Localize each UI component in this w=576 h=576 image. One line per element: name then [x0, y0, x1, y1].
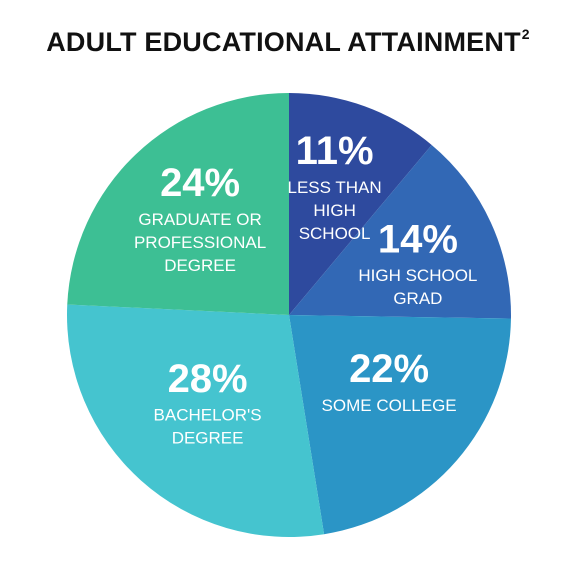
pie-slice-2	[289, 315, 511, 535]
slice-category-label: HIGH	[313, 201, 356, 220]
slice-category-label: PROFESSIONAL	[134, 233, 266, 252]
slice-category-label: DEGREE	[164, 256, 236, 275]
chart-title: ADULT EDUCATIONAL ATTAINMENT2	[0, 26, 576, 58]
chart-title-superscript: 2	[521, 26, 530, 42]
pie-labels: 11% LESS THAN HIGH SCHOOL 14% HIGH SCHOOL GRAD…	[134, 129, 477, 447]
slice-value-label: 22%	[349, 347, 429, 391]
pie-slice-4	[67, 93, 289, 315]
pie-slice-0	[289, 93, 432, 315]
slice-value-label: 11%	[296, 129, 374, 173]
slice-category-label: SOME COLLEGE	[322, 396, 457, 415]
pie-slice-1	[289, 144, 511, 319]
pie-slice-3	[66, 304, 325, 537]
slice-value-label: 24%	[160, 161, 240, 205]
slice-category-label: HIGH SCHOOL	[358, 266, 477, 285]
slice-value-label: 28%	[168, 357, 248, 401]
slice-category-label: LESS THAN	[288, 178, 382, 197]
slice-category-label: SCHOOL	[299, 224, 371, 243]
slice-category-label: GRAD	[393, 289, 442, 308]
slice-category-label: BACHELOR'S	[154, 406, 262, 425]
slice-value-label: 14%	[378, 218, 458, 262]
pie-slices	[66, 93, 511, 537]
slice-category-label: DEGREE	[172, 429, 244, 448]
chart-title-text: ADULT EDUCATIONAL ATTAINMENT	[46, 27, 521, 57]
slice-category-label: GRADUATE OR	[138, 210, 261, 229]
